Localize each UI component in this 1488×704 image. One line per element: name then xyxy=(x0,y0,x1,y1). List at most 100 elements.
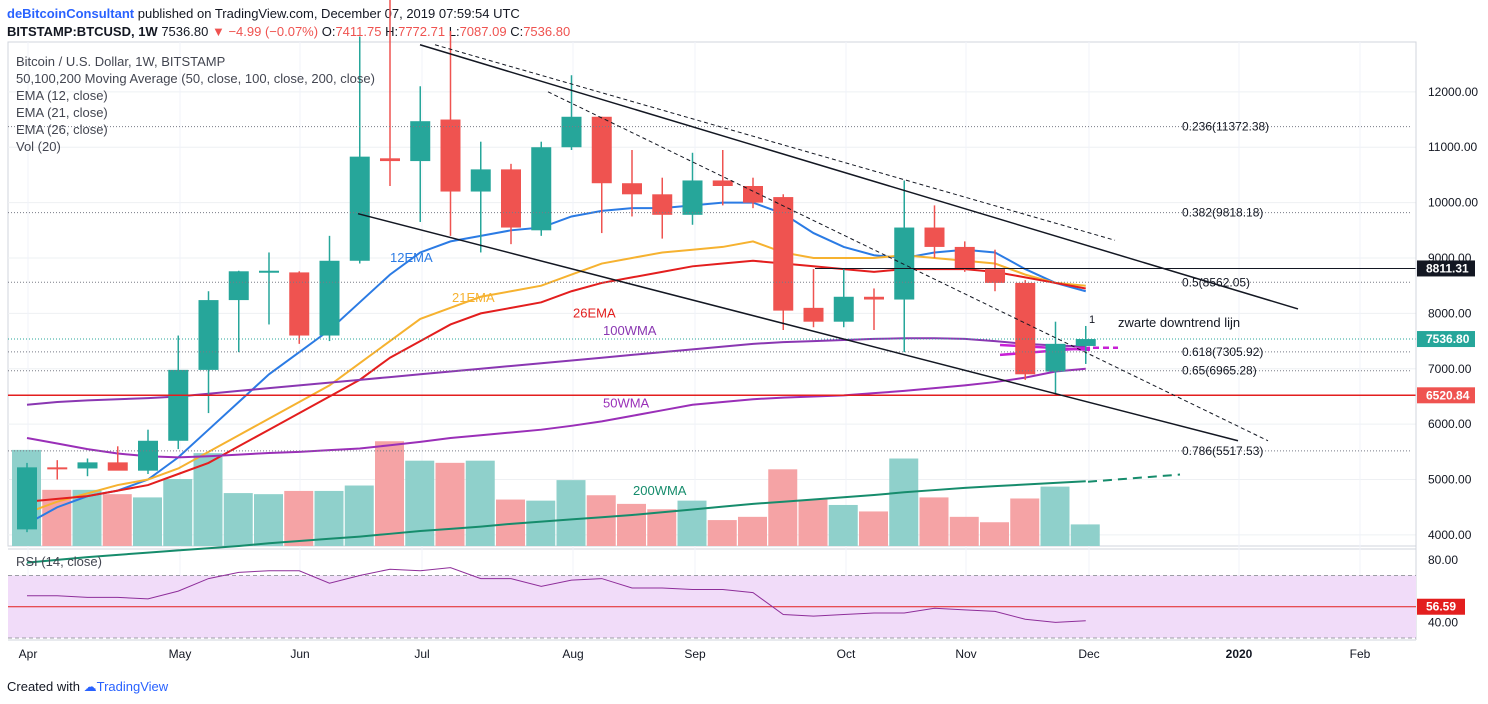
open-value: 7411.75 xyxy=(335,24,382,39)
volume-bar xyxy=(586,495,616,546)
candle-body xyxy=(803,307,824,322)
legend-ma[interactable]: 50,100,200 Moving Average (50, close, 10… xyxy=(16,71,375,86)
created-with-text: Created with xyxy=(7,679,80,694)
volume-bar xyxy=(435,462,465,546)
volume-bar xyxy=(919,497,949,546)
y-tick-label: 7000.00 xyxy=(1428,362,1472,376)
price-tag-label: 6520.84 xyxy=(1426,388,1470,402)
high-label: H: xyxy=(385,24,399,39)
ema12-label: 12EMA xyxy=(390,250,433,265)
volume-bar xyxy=(375,441,404,546)
candle-body xyxy=(228,271,249,301)
downtrend-line-lower xyxy=(357,212,1239,442)
x-tick-label: 2020 xyxy=(1226,647,1253,661)
volume-bar xyxy=(526,500,556,546)
candle-body xyxy=(17,467,37,530)
ema26-line xyxy=(26,259,1086,503)
volume-bar xyxy=(284,490,314,546)
volume-bar xyxy=(1070,524,1100,546)
y-tick-label: 8000.00 xyxy=(1428,306,1472,320)
legend-symbol[interactable]: Bitcoin / U.S. Dollar, 1W, BITSTAMP xyxy=(16,54,226,69)
volume-bar xyxy=(72,489,102,546)
wma50-line xyxy=(26,367,1086,459)
rsi-line xyxy=(27,567,1086,623)
volume-bar xyxy=(314,490,344,546)
downtrend-line-upper xyxy=(419,44,1299,310)
x-tick-label: Oct xyxy=(837,647,856,661)
legend-vol[interactable]: Vol (20) xyxy=(16,139,61,154)
volume-bar xyxy=(193,453,223,546)
x-tick-label: Dec xyxy=(1078,647,1099,661)
x-tick-label: Nov xyxy=(955,647,976,661)
candle-body xyxy=(622,183,642,195)
price-tag xyxy=(1417,260,1475,277)
rsi-band xyxy=(8,575,1416,638)
candle-body xyxy=(47,467,68,470)
x-tick-label: Apr xyxy=(19,647,38,661)
volume-bar xyxy=(42,489,72,546)
indicator-legend: Bitcoin / U.S. Dollar, 1W, BITSTAMP 50,1… xyxy=(16,53,375,155)
last-price: 7536.80 xyxy=(161,24,209,39)
wma200-label: 200WMA xyxy=(633,483,687,498)
fib-label: 0.236(11372.38) xyxy=(1182,120,1269,134)
x-tick-label: Jul xyxy=(414,647,429,661)
y-tick-label: 6000.00 xyxy=(1428,417,1472,431)
y-tick-label: 12000.00 xyxy=(1428,85,1478,99)
volume-bar xyxy=(133,497,162,546)
candle-body xyxy=(591,116,612,184)
price-tag xyxy=(1417,331,1475,348)
wma50-arrow xyxy=(999,346,1091,357)
candle-body xyxy=(1075,339,1096,346)
fib-label: 0.65(6965.28) xyxy=(1182,364,1257,378)
candle-body xyxy=(743,186,763,203)
legend-ema21[interactable]: EMA (21, close) xyxy=(16,105,108,120)
published-text: published on TradingView.com, December 0… xyxy=(137,6,520,21)
volume-bar xyxy=(1010,498,1040,546)
volume-bar xyxy=(798,499,828,546)
candle-body xyxy=(1045,343,1066,372)
volume-bar xyxy=(828,504,858,546)
fib-label: 0.786(5517.53) xyxy=(1182,444,1263,458)
rsi-value-label: 56.59 xyxy=(1426,600,1456,614)
low-value: 7087.09 xyxy=(459,24,507,39)
volume-bar xyxy=(889,458,919,546)
candle-body xyxy=(440,119,461,192)
candle-body xyxy=(773,197,794,311)
wma200-projection xyxy=(1087,473,1181,483)
volume-bar xyxy=(1040,486,1070,546)
down-triangle-icon: ▼ xyxy=(211,24,225,39)
candle-body xyxy=(954,246,975,270)
price-change: −4.99 (−0.07%) xyxy=(228,24,319,39)
tradingview-link[interactable]: TradingView xyxy=(96,679,169,694)
y-tick-label: 10000.00 xyxy=(1428,196,1478,210)
volume-bar xyxy=(223,493,253,546)
legend-ema12[interactable]: EMA (12, close) xyxy=(16,88,108,103)
volume-bar xyxy=(465,460,495,546)
x-tick-label: May xyxy=(169,647,192,661)
legend-ema26[interactable]: EMA (26, close) xyxy=(16,122,108,137)
candle-body xyxy=(77,462,98,469)
rsi-title: RSI (14, close) xyxy=(16,554,102,569)
ema21-line xyxy=(26,240,1086,514)
candle-body xyxy=(833,296,854,322)
volume-bar xyxy=(707,520,737,546)
price-tag-label: 7536.80 xyxy=(1426,332,1470,346)
candle-body xyxy=(138,440,158,471)
candle-body xyxy=(168,369,189,441)
candle-body xyxy=(682,180,703,215)
candle-body xyxy=(107,462,128,471)
y-tick-label: 4000.00 xyxy=(1428,528,1472,542)
volume-bar xyxy=(738,516,767,546)
volume-bar xyxy=(677,500,707,546)
candle-body xyxy=(894,227,915,300)
publisher-name[interactable]: deBitcoinConsultant xyxy=(7,6,135,21)
fib-label: 0.382(9818.18) xyxy=(1182,206,1263,220)
wma100-arrow xyxy=(999,343,1091,352)
candle-body xyxy=(924,227,945,247)
ema26-label: 26EMA xyxy=(573,305,616,320)
close-label: C: xyxy=(510,24,524,39)
footer: Created with ☁TradingView xyxy=(7,679,168,695)
rsi-tick-label: 80.00 xyxy=(1428,553,1458,567)
wma100-line xyxy=(26,337,1086,406)
x-tick-label: Aug xyxy=(562,647,583,661)
